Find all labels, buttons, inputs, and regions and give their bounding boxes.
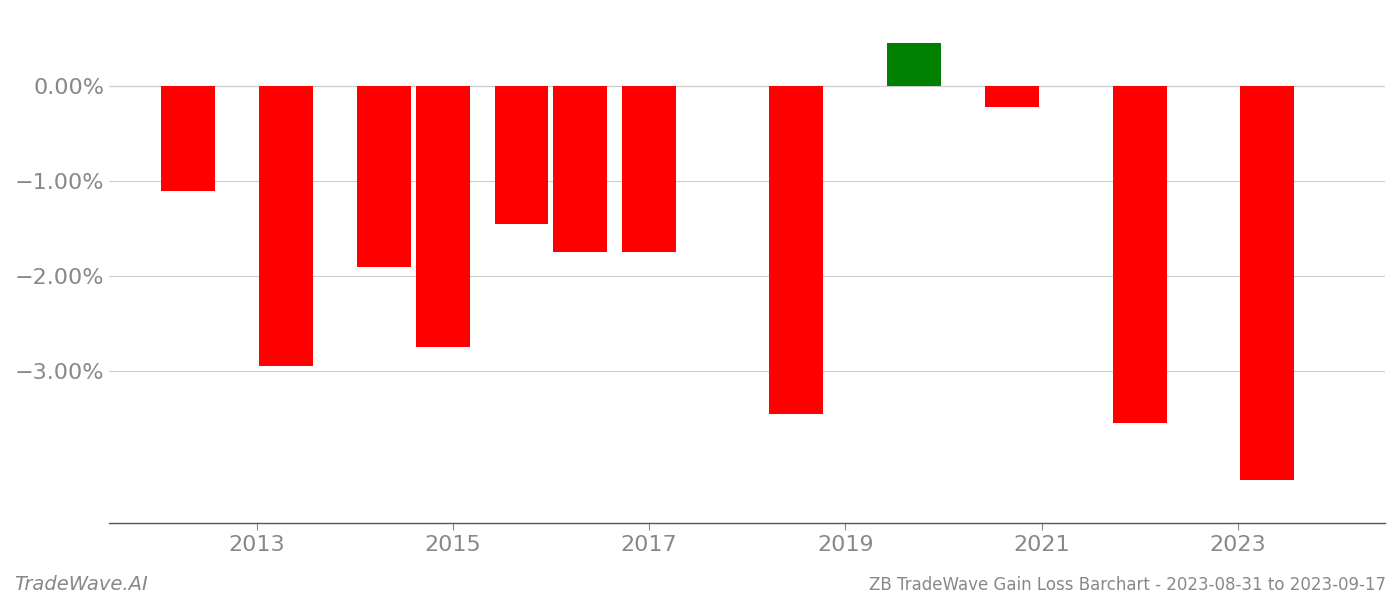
Bar [1113,86,1166,424]
Bar [622,86,676,253]
Bar [161,86,214,191]
Bar [1240,86,1294,481]
Text: TradeWave.AI: TradeWave.AI [14,575,148,594]
Bar [416,86,470,347]
Bar [357,86,412,267]
Bar [888,43,941,86]
Text: ZB TradeWave Gain Loss Barchart - 2023-08-31 to 2023-09-17: ZB TradeWave Gain Loss Barchart - 2023-0… [869,576,1386,594]
Bar [259,86,314,367]
Bar [553,86,608,253]
Bar [986,86,1039,107]
Bar [769,86,823,414]
Bar [494,86,549,224]
